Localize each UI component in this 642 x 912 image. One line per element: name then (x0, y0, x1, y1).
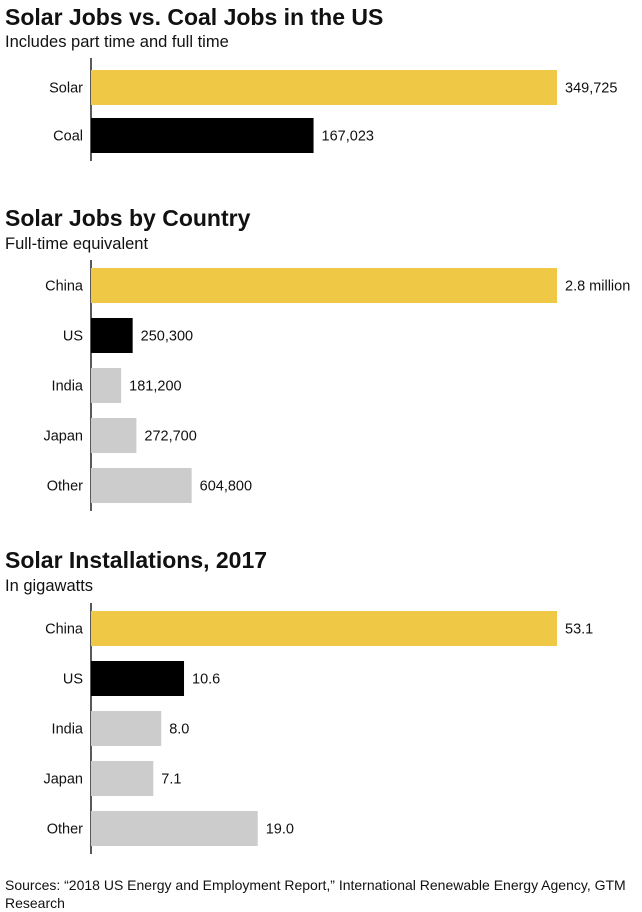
category-label: US (63, 672, 83, 688)
value-label: 53.1 (565, 622, 593, 638)
category-label: Other (47, 479, 83, 495)
category-label: China (45, 622, 84, 638)
bar-japan (91, 761, 154, 796)
chart-1-title: Solar Jobs vs. Coal Jobs in the US (5, 4, 384, 30)
category-label: Other (47, 822, 83, 838)
solar-jobs-by-country-chart: China 2.8 million US 250,300 India 181,200 Jap… (43, 260, 630, 511)
value-label: 19.0 (266, 822, 294, 838)
category-label: India (52, 379, 84, 395)
value-label: 7.1 (161, 772, 181, 788)
value-label: 167,023 (322, 129, 374, 145)
chart-2-subtitle: Full-time equivalent (5, 235, 149, 253)
bar-china (91, 611, 557, 646)
bar-solar (91, 70, 557, 105)
value-label: 349,725 (565, 81, 617, 97)
value-label: 604,800 (200, 479, 252, 495)
solar-vs-coal-chart: Solar 349,725 Coal 167,023 (49, 58, 617, 161)
bar-us (91, 661, 185, 696)
sources-note: Sources: “2018 US Energy and Employment … (5, 877, 626, 911)
category-label: India (52, 722, 84, 738)
category-label: Solar (49, 81, 83, 97)
chart-3-title: Solar Installations, 2017 (5, 547, 268, 573)
category-label: US (63, 329, 83, 345)
bar-india (91, 711, 162, 746)
bar-other (91, 811, 258, 846)
value-label: 10.6 (192, 672, 220, 688)
value-label: 250,300 (141, 329, 193, 345)
value-label: 181,200 (129, 379, 181, 395)
chart-2-title: Solar Jobs by Country (5, 205, 251, 231)
bar-us (91, 318, 133, 353)
category-label: Japan (43, 772, 83, 788)
value-label: 2.8 million (565, 279, 630, 295)
value-label: 8.0 (169, 722, 189, 738)
value-label: 272,700 (144, 429, 196, 445)
chart-1-subtitle: Includes part time and full time (5, 33, 229, 51)
category-label: China (45, 279, 84, 295)
bar-coal (91, 118, 314, 153)
bar-other (91, 468, 192, 503)
category-label: Coal (53, 129, 83, 145)
solar-installations-chart: China 53.1 US 10.6 India 8.0 Japan 7.1 Other 19.0 (43, 603, 593, 854)
category-label: Japan (43, 429, 83, 445)
bar-china (91, 268, 557, 303)
bar-india (91, 368, 122, 403)
bar-japan (91, 418, 137, 453)
chart-3-subtitle: In gigawatts (5, 577, 94, 595)
